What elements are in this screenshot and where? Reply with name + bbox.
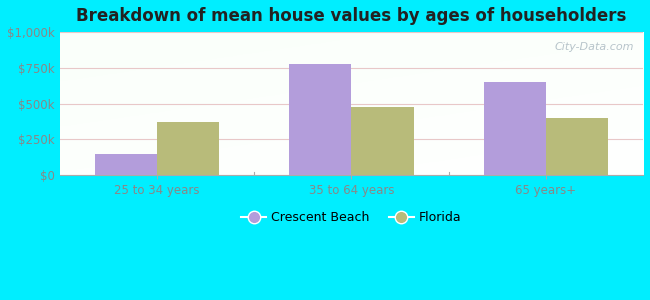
Text: City-Data.com: City-Data.com <box>555 42 634 52</box>
Bar <box>94 154 157 175</box>
Title: Breakdown of mean house values by ages of householders: Breakdown of mean house values by ages o… <box>76 7 627 25</box>
Bar <box>157 122 219 175</box>
Bar <box>484 82 546 175</box>
Bar <box>351 107 413 175</box>
Bar <box>546 118 608 175</box>
Bar <box>289 64 351 175</box>
Legend: Crescent Beach, Florida: Crescent Beach, Florida <box>237 206 466 229</box>
